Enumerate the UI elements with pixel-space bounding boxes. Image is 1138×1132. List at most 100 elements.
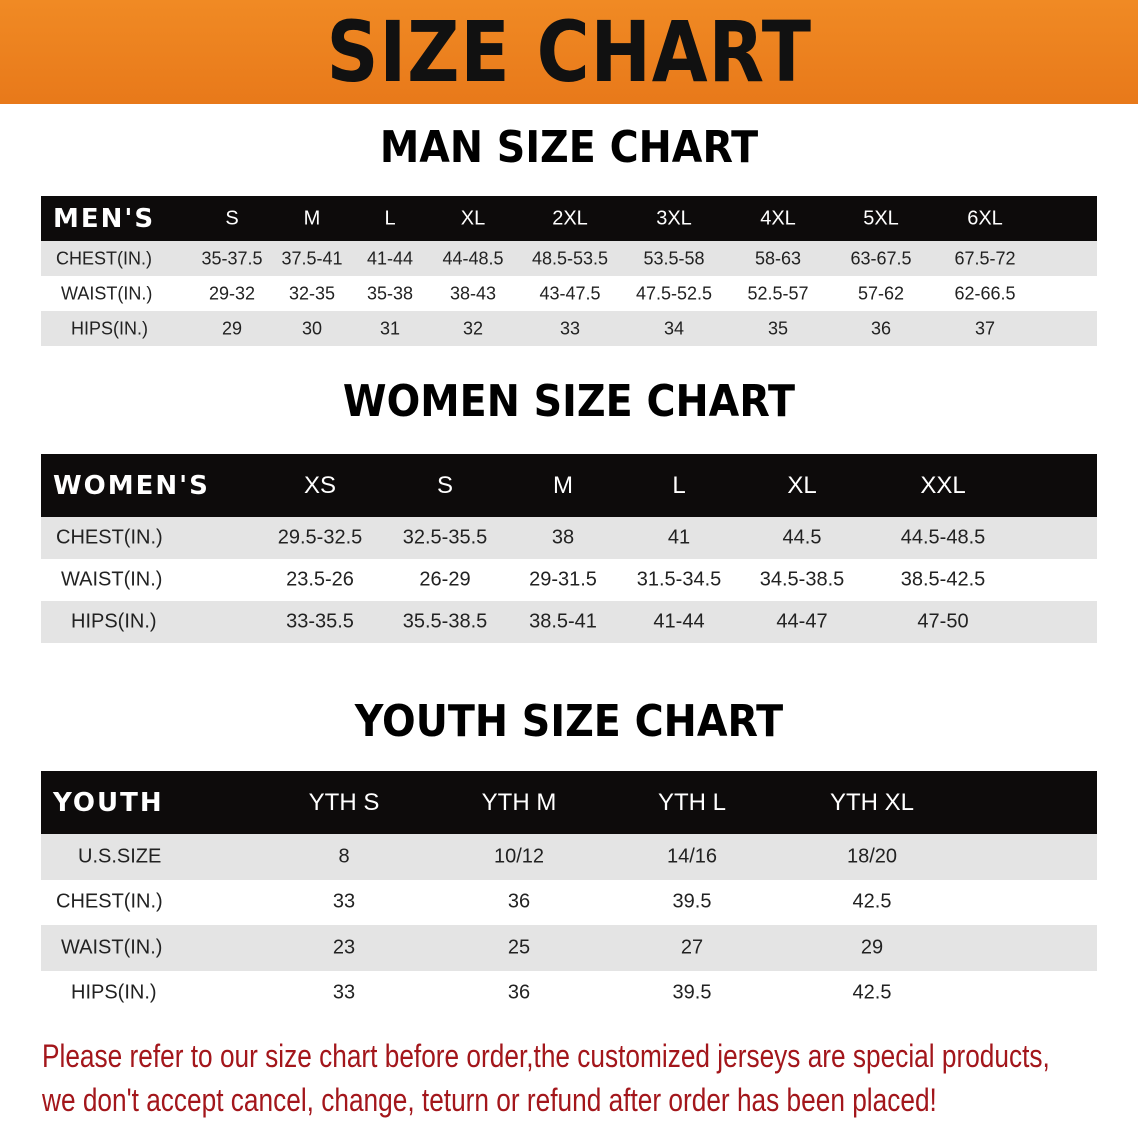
- table-cell: 26-29: [419, 568, 471, 591]
- table-cell: 62-66.5: [954, 283, 1016, 303]
- table-header-row: YOUTH YTH S YTH M YTH L YTH XL: [41, 771, 1097, 834]
- row-label: HIPS(IN.): [71, 981, 157, 1004]
- size-header-cell: YTH L: [657, 788, 727, 816]
- table-cell: 30: [301, 318, 323, 338]
- youth-title: YOUTH SIZE CHART: [354, 696, 784, 747]
- notice-line-2: we don't accept cancel, change, teturn o…: [42, 1082, 937, 1118]
- size-header-cell: L: [384, 207, 396, 229]
- table-cell: 25: [507, 936, 531, 959]
- row-label: CHEST(IN.): [56, 890, 163, 913]
- table-cell: 31: [379, 318, 401, 338]
- size-header-cell: S: [436, 471, 454, 499]
- table-cell: 35: [767, 318, 789, 338]
- row-label: HIPS(IN.): [71, 610, 157, 633]
- table-cell: 47-50: [917, 610, 969, 633]
- table-cell: 35.5-38.5: [402, 610, 488, 633]
- size-header-cell: 6XL: [967, 207, 1003, 229]
- table-cell: 32.5-35.5: [402, 526, 488, 549]
- table-header-label: WOMEN'S: [53, 470, 210, 501]
- table-cell: 31.5-34.5: [636, 568, 722, 591]
- table-header-row: MEN'S S M L XL 2XL 3XL 4XL 5XL 6XL: [41, 196, 1097, 241]
- table-cell: 37: [974, 318, 996, 338]
- table-cell: 41-44: [366, 248, 414, 268]
- women-title: WOMEN SIZE CHART: [342, 376, 796, 427]
- table-cell: 32-35: [288, 283, 336, 303]
- table-cell: 33: [559, 318, 581, 338]
- table-cell: 41: [667, 526, 691, 549]
- table-cell: 67.5-72: [954, 248, 1016, 268]
- size-header-cell: XS: [303, 471, 337, 499]
- size-header-cell: M: [303, 207, 321, 229]
- size-header-cell: 4XL: [760, 207, 796, 229]
- table-cell: 53.5-58: [643, 248, 705, 268]
- table-cell: 41-44: [653, 610, 705, 633]
- table-cell: 38.5-41: [529, 610, 597, 633]
- table-cell: 36: [507, 890, 531, 913]
- table-row: WAIST(IN.) 23.5-26 26-29 29-31.5 31.5-34.5 34…: [41, 559, 1097, 601]
- table-cell: 14/16: [666, 845, 718, 868]
- size-header-cell: XL: [787, 471, 817, 499]
- table-cell: 39.5: [672, 890, 712, 913]
- size-chart-banner: SIZE CHART: [0, 0, 1138, 104]
- table-header-label: YOUTH: [53, 787, 164, 818]
- table-cell: 29: [860, 936, 884, 959]
- table-row: CHEST(IN.) 33 36 39.5 42.5: [41, 879, 1097, 925]
- table-cell: 34.5-38.5: [759, 568, 845, 591]
- table-cell: 36: [870, 318, 892, 338]
- table-cell: 33: [332, 981, 356, 1004]
- table-cell: 38: [551, 526, 575, 549]
- men-title: MAN SIZE CHART: [379, 122, 759, 173]
- table-cell: 23: [332, 936, 356, 959]
- table-cell: 47.5-52.5: [635, 283, 713, 303]
- size-header-cell: YTH S: [308, 788, 380, 816]
- size-header-cell: L: [672, 471, 686, 499]
- table-cell: 18/20: [846, 845, 898, 868]
- size-header-cell: YTH M: [481, 788, 557, 816]
- table-cell: 34: [663, 318, 685, 338]
- row-label: CHEST(IN.): [56, 526, 163, 549]
- row-label: WAIST(IN.): [61, 936, 163, 959]
- table-cell: 42.5: [852, 981, 892, 1004]
- table-cell: 10/12: [493, 845, 545, 868]
- row-label: WAIST(IN.): [61, 568, 163, 591]
- table-cell: 27: [680, 936, 704, 959]
- table-row: U.S.SIZE 8 10/12 14/16 18/20: [41, 834, 1097, 880]
- table-cell: 29-32: [208, 283, 256, 303]
- table-cell: 29-31.5: [529, 568, 597, 591]
- size-header-cell: M: [553, 471, 573, 499]
- table-cell: 52.5-57: [747, 283, 809, 303]
- row-label: U.S.SIZE: [78, 845, 162, 868]
- table-cell: 42.5: [852, 890, 892, 913]
- size-header-cell: XL: [460, 207, 486, 229]
- table-header-row: WOMEN'S XS S M L XL XXL: [41, 454, 1097, 517]
- table-cell: 35-37.5: [201, 248, 263, 268]
- table-header-label: MEN'S: [53, 203, 156, 234]
- table-row: HIPS(IN.) 29 30 31 32 33 34 35 36 37: [41, 311, 1097, 346]
- row-label: WAIST(IN.): [61, 283, 153, 303]
- table-cell: 44-47: [776, 610, 828, 633]
- table-cell: 39.5: [672, 981, 712, 1004]
- table-row: WAIST(IN.) 29-32 32-35 35-38 38-43 43-47.5 47.…: [41, 276, 1097, 311]
- size-header-cell: 5XL: [863, 207, 899, 229]
- size-header-cell: 2XL: [552, 207, 588, 229]
- table-cell: 43-47.5: [539, 283, 601, 303]
- table-cell: 32: [462, 318, 484, 338]
- table-cell: 44-48.5: [442, 248, 504, 268]
- table-cell: 29.5-32.5: [277, 526, 363, 549]
- table-cell: 29: [221, 318, 243, 338]
- table-cell: 23.5-26: [286, 568, 354, 591]
- banner-title: SIZE CHART: [326, 3, 812, 101]
- table-row: WAIST(IN.) 23 25 27 29: [41, 925, 1097, 971]
- table-cell: 33-35.5: [286, 610, 354, 633]
- table-row: CHEST(IN.) 35-37.5 37.5-41 41-44 44-48.5 48.5…: [41, 241, 1097, 276]
- table-row: CHEST(IN.) 29.5-32.5 32.5-35.5 38 41 44.5 44.5…: [41, 517, 1097, 559]
- table-cell: 33: [332, 890, 356, 913]
- table-cell: 63-67.5: [850, 248, 912, 268]
- table-cell: 57-62: [857, 283, 905, 303]
- table-cell: 8: [338, 845, 350, 868]
- table-cell: 48.5-53.5: [531, 248, 609, 268]
- table-row: HIPS(IN.) 33 36 39.5 42.5: [41, 970, 1097, 1016]
- table-cell: 38.5-42.5: [900, 568, 986, 591]
- size-header-cell: XXL: [920, 471, 966, 499]
- table-cell: 38-43: [449, 283, 497, 303]
